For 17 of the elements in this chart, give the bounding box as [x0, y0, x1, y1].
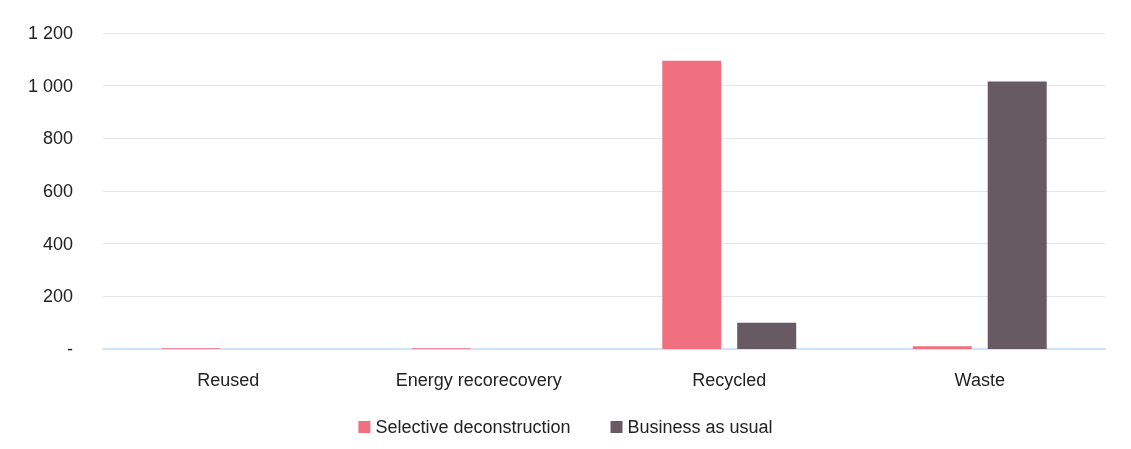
- y-tick-label: 1 200: [27, 23, 73, 43]
- bar: [912, 346, 972, 349]
- y-tick-label: 200: [42, 286, 73, 307]
- x-tick-label: Energy recorecovery: [395, 370, 562, 390]
- y-tick-label: 1 000: [27, 75, 73, 96]
- y-tick-label: -: [67, 339, 73, 359]
- y-tick-label: 800: [42, 128, 73, 149]
- legend-label: Business as usual: [627, 417, 773, 437]
- bar: [737, 322, 797, 349]
- y-tick-label: 600: [42, 181, 73, 201]
- bar: [987, 81, 1047, 349]
- y-tick-label: 400: [42, 233, 73, 254]
- x-tick-label: Waste: [954, 370, 1005, 390]
- x-tick-label: Reused: [197, 370, 260, 390]
- legend-label: Selective deconstruction: [375, 417, 571, 437]
- bar: [662, 60, 722, 349]
- x-tick-label: Recycled: [692, 370, 767, 390]
